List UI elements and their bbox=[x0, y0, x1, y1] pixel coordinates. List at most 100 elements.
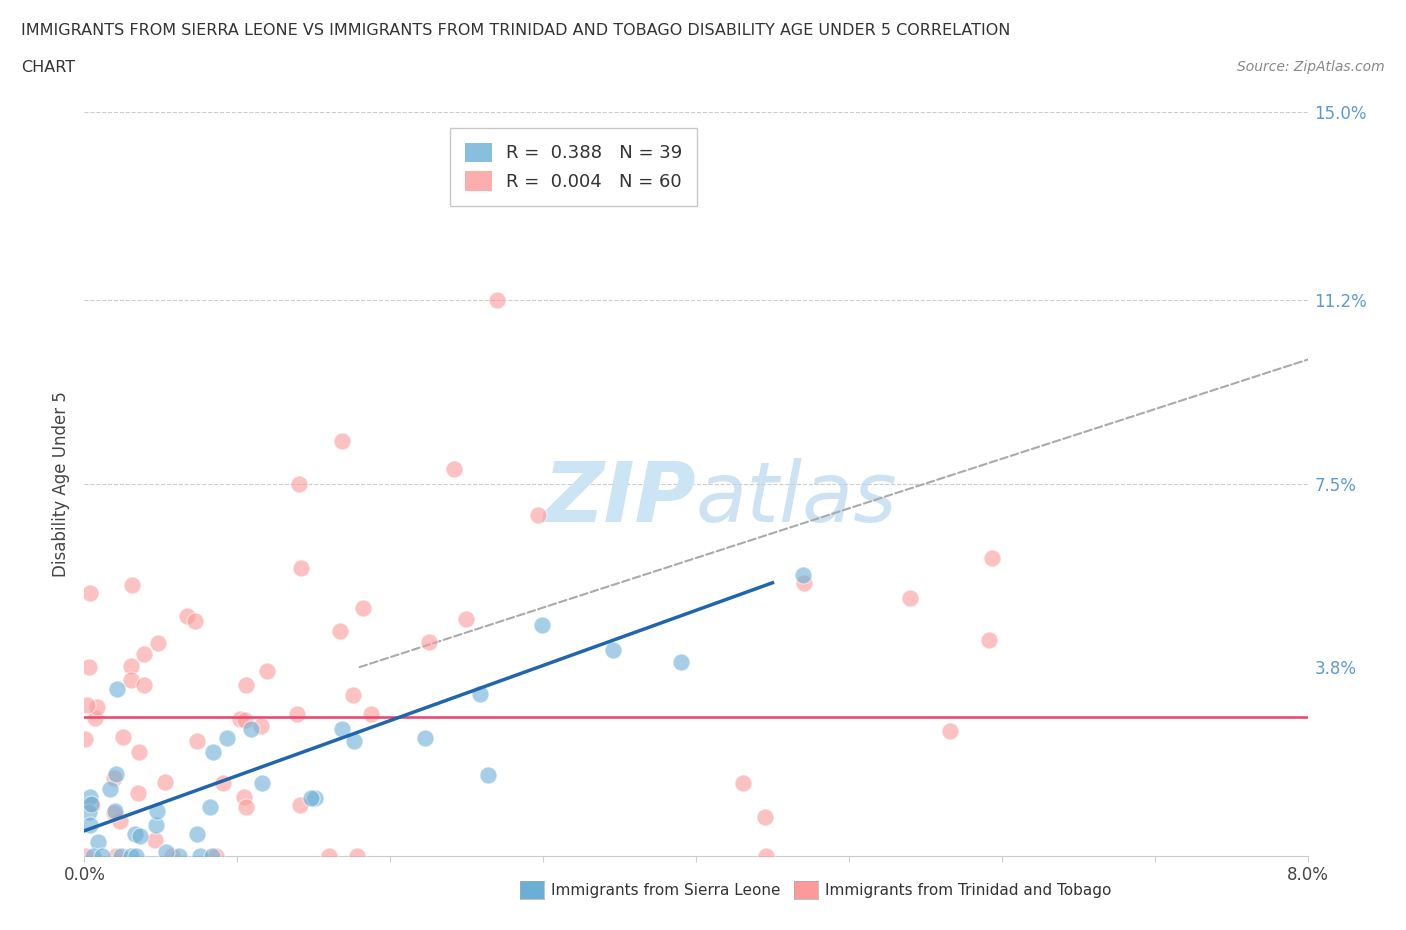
Point bbox=[83, 711, 105, 725]
Point bbox=[110, 814, 132, 829]
Point bbox=[898, 591, 921, 605]
Point bbox=[299, 790, 322, 805]
Point bbox=[201, 848, 224, 863]
Point bbox=[938, 724, 960, 738]
Point bbox=[125, 848, 148, 863]
Point bbox=[288, 476, 311, 491]
Point bbox=[186, 827, 208, 842]
Point bbox=[146, 636, 169, 651]
Point bbox=[304, 791, 326, 806]
Point bbox=[201, 745, 224, 760]
Point bbox=[531, 618, 554, 632]
Point bbox=[731, 776, 754, 790]
Point bbox=[188, 848, 211, 863]
Text: CHART: CHART bbox=[21, 60, 75, 75]
Point bbox=[155, 844, 177, 859]
Point bbox=[145, 804, 167, 818]
Point bbox=[527, 508, 550, 523]
Point bbox=[186, 734, 208, 749]
Point bbox=[167, 848, 190, 863]
Point bbox=[793, 576, 815, 591]
Point bbox=[290, 561, 312, 576]
Point bbox=[443, 461, 465, 476]
Point bbox=[470, 686, 492, 701]
Point bbox=[229, 711, 252, 726]
Point bbox=[103, 771, 125, 786]
Point bbox=[77, 659, 100, 674]
Point bbox=[134, 678, 156, 693]
Point bbox=[143, 832, 166, 847]
Point bbox=[318, 848, 340, 863]
Point bbox=[145, 817, 167, 832]
Point bbox=[184, 614, 207, 629]
Y-axis label: Disability Age Under 5: Disability Age Under 5 bbox=[52, 391, 70, 577]
Point bbox=[104, 804, 127, 818]
Point bbox=[330, 721, 353, 736]
Point bbox=[105, 766, 128, 781]
Point bbox=[91, 848, 114, 863]
Point bbox=[124, 827, 146, 842]
Point bbox=[105, 682, 128, 697]
Point bbox=[330, 433, 353, 448]
Point bbox=[176, 608, 198, 623]
Point bbox=[342, 688, 364, 703]
Point bbox=[104, 848, 127, 863]
Point bbox=[112, 729, 135, 744]
Point bbox=[79, 817, 101, 832]
Point bbox=[155, 775, 177, 790]
Point bbox=[342, 734, 364, 749]
Point bbox=[98, 781, 121, 796]
Point bbox=[205, 848, 228, 863]
Point bbox=[285, 707, 308, 722]
Point bbox=[413, 731, 436, 746]
Point bbox=[103, 805, 125, 820]
Point bbox=[121, 578, 143, 592]
Point bbox=[754, 809, 776, 824]
Point bbox=[477, 767, 499, 782]
Text: atlas: atlas bbox=[696, 458, 897, 539]
Point bbox=[79, 586, 101, 601]
Point bbox=[981, 551, 1004, 565]
Point bbox=[360, 707, 382, 722]
Point bbox=[352, 600, 374, 615]
Point bbox=[212, 776, 235, 790]
Point bbox=[235, 800, 257, 815]
Point bbox=[200, 800, 222, 815]
Point bbox=[418, 635, 440, 650]
Point bbox=[977, 632, 1000, 647]
Point bbox=[110, 848, 132, 863]
Text: Immigrants from Trinidad and Tobago: Immigrants from Trinidad and Tobago bbox=[825, 883, 1112, 897]
Text: Immigrants from Sierra Leone: Immigrants from Sierra Leone bbox=[551, 883, 780, 897]
Point bbox=[256, 664, 278, 679]
Point bbox=[120, 658, 142, 673]
Point bbox=[127, 785, 149, 800]
Point bbox=[346, 848, 368, 863]
Point bbox=[76, 698, 98, 712]
Point bbox=[134, 646, 156, 661]
Point bbox=[87, 834, 110, 849]
Point bbox=[82, 798, 104, 813]
Point bbox=[250, 775, 273, 790]
Text: Source: ZipAtlas.com: Source: ZipAtlas.com bbox=[1237, 60, 1385, 74]
Point bbox=[602, 643, 624, 658]
Point bbox=[235, 677, 257, 692]
Point bbox=[128, 829, 150, 844]
Point bbox=[792, 567, 814, 582]
Point bbox=[82, 848, 104, 863]
Point bbox=[80, 796, 103, 811]
Point bbox=[669, 655, 692, 670]
Point bbox=[754, 848, 776, 863]
Legend: R =  0.388   N = 39, R =  0.004   N = 60: R = 0.388 N = 39, R = 0.004 N = 60 bbox=[450, 128, 697, 206]
Point bbox=[76, 848, 98, 863]
Point bbox=[128, 744, 150, 759]
Point bbox=[233, 713, 256, 728]
Point bbox=[120, 672, 142, 687]
Point bbox=[486, 293, 509, 308]
Text: IMMIGRANTS FROM SIERRA LEONE VS IMMIGRANTS FROM TRINIDAD AND TOBAGO DISABILITY A: IMMIGRANTS FROM SIERRA LEONE VS IMMIGRAN… bbox=[21, 23, 1011, 38]
Point bbox=[160, 848, 183, 863]
Point bbox=[250, 719, 273, 734]
Point bbox=[120, 848, 142, 863]
Point bbox=[77, 804, 100, 819]
Point bbox=[329, 623, 352, 638]
Point bbox=[86, 699, 108, 714]
